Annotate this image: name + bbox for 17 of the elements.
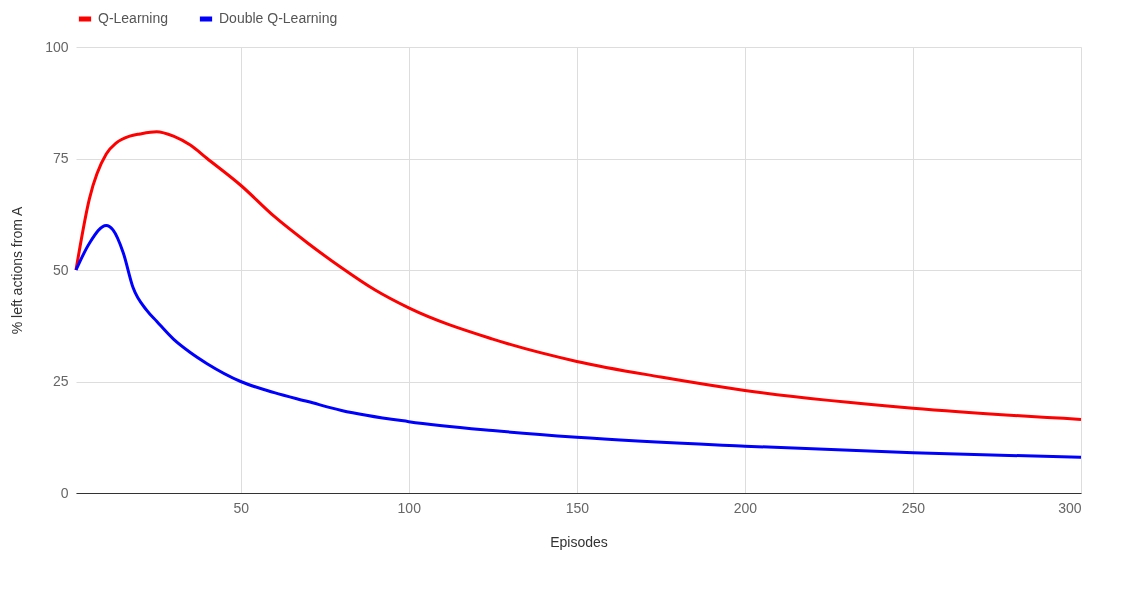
x-tick-label: 200	[733, 499, 758, 516]
x-tick-label: 100	[397, 499, 422, 516]
x-tick-label: 150	[565, 499, 590, 516]
legend-label: Double Q-Learning	[219, 10, 338, 26]
y-tick-label: 25	[52, 373, 69, 389]
y-tick-label: 100	[45, 38, 69, 55]
y-tick-label: 0	[60, 484, 69, 501]
x-tick-label: 50	[233, 499, 250, 516]
legend-label: Q-Learning	[98, 10, 169, 26]
line-series	[74, 223, 1083, 459]
y-tick-label: 75	[52, 150, 69, 166]
line-series	[74, 130, 1083, 421]
y-axis-title: % left actions from A	[9, 206, 26, 335]
x-axis-title: Episodes	[550, 533, 608, 550]
x-tick-label: 300	[1058, 499, 1082, 516]
y-tick-label: 50	[52, 261, 69, 278]
x-tick-label: 250	[901, 499, 926, 516]
